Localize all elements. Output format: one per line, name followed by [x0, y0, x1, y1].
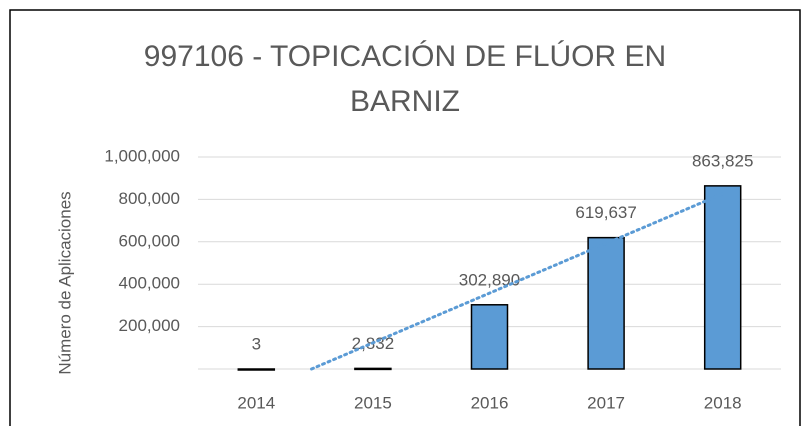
data-label: 3	[252, 334, 261, 353]
chart-border	[9, 9, 801, 426]
chart-title: 997106 - TOPICACIÓN DE FLÚOR EN	[144, 40, 666, 73]
bar	[237, 368, 276, 371]
bar	[354, 367, 392, 371]
y-tick-label: 400,000	[119, 274, 180, 293]
y-tick-label: 800,000	[119, 189, 180, 208]
trendline	[310, 192, 725, 371]
chart-title: BARNIZ	[350, 85, 460, 118]
data-label: 302,890	[459, 270, 520, 289]
data-label: 619,637	[575, 203, 636, 222]
data-label: 863,825	[692, 151, 753, 170]
bar	[470, 304, 509, 370]
bar	[703, 185, 742, 370]
bar	[587, 236, 625, 370]
y-tick-label: 200,000	[119, 316, 180, 335]
y-tick-label: 600,000	[119, 231, 180, 250]
x-tick-label: 2016	[471, 393, 509, 412]
y-axis-label: Número de Aplicaciones	[55, 191, 74, 374]
x-tick-label: 2018	[704, 393, 742, 412]
y-tick-label: 1,000,000	[104, 146, 180, 165]
x-tick-label: 2017	[587, 393, 625, 412]
x-tick-label: 2015	[354, 393, 392, 412]
x-tick-label: 2014	[237, 393, 275, 412]
